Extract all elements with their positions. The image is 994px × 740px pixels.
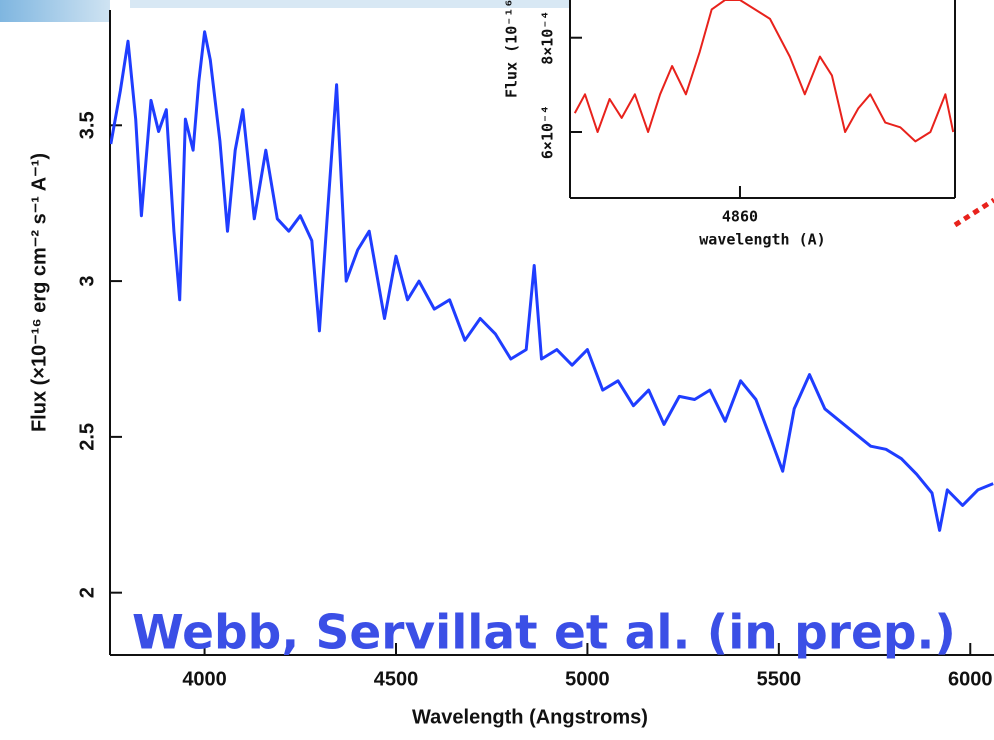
y-tick-label: 2	[76, 587, 98, 598]
x-axis-label: wavelength (A)	[699, 231, 825, 249]
x-tick-label: 5000	[565, 668, 610, 690]
spectrum-line	[110, 30, 994, 532]
spectrum-line	[573, 0, 955, 143]
y-axis-label: Flux (10⁻¹⁶ erg cm⁻² s⁻¹ A⁻¹)	[503, 0, 521, 98]
x-tick-label: 4000	[182, 668, 227, 690]
x-tick-label: 5500	[757, 668, 802, 690]
annotation: Webb, Servillat et al. (in prep.)	[132, 606, 956, 661]
zoom-connector	[953, 197, 994, 228]
background-image	[0, 0, 110, 22]
x-axis-label: Wavelength (Angstroms)	[412, 706, 648, 728]
y-tick-label: 6×10⁻⁴	[539, 105, 557, 159]
y-label-clip: Flux (10⁻¹⁶ erg cm⁻² s⁻¹ A⁻¹)	[503, 0, 521, 98]
y-axis-label: Flux (×10⁻¹⁶ erg cm⁻² s⁻¹ A⁻¹)	[28, 153, 50, 432]
background-image	[130, 0, 570, 8]
x-tick-label: 6000	[948, 668, 993, 690]
y-tick-label: 2.5	[76, 423, 98, 451]
y-tick-label: 8×10⁻⁴	[539, 11, 557, 65]
plot-clip	[110, 30, 994, 532]
y-tick-label: 3.5	[76, 111, 98, 139]
main-plot: 4000 4500 5000 5500 6000 2 2.5 3 3.5 Wavelength (…	[28, 10, 994, 728]
y-tick-label: 3	[76, 276, 98, 287]
inset-background	[570, 0, 955, 198]
x-tick-label: 4500	[374, 668, 419, 690]
x-tick-label: 4860	[722, 208, 758, 226]
plot-clip	[573, 0, 955, 143]
inset-plot: 4860 6×10⁻⁴ 8×10⁻⁴ wavelength (A) Flux (10⁻¹…	[503, 0, 956, 249]
